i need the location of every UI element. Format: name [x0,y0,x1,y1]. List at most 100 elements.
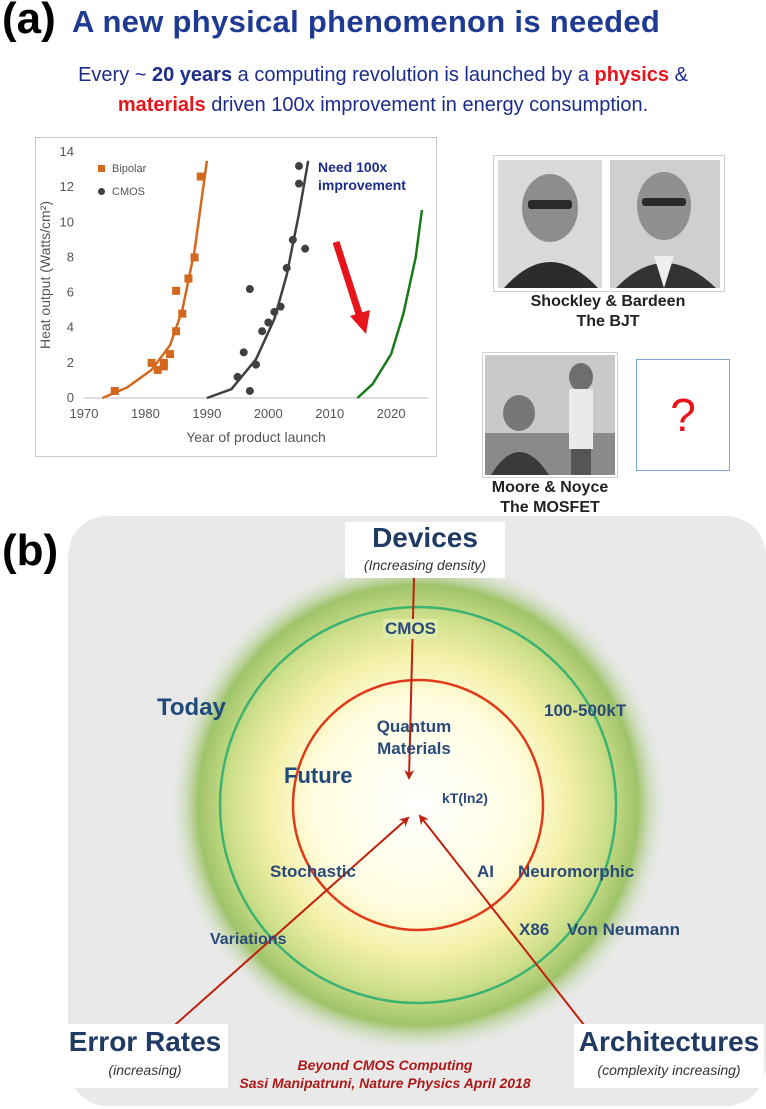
label-today: Today [157,694,226,721]
annotation-line2: improvement [318,177,406,193]
caption-mosfet-names: Moore & Noyce [491,479,609,496]
error-rates-title: Error Rates [68,1026,222,1057]
caption-mosfet: Moore & Noyce The MOSFET [470,478,630,518]
data-point-cmos [270,307,279,316]
caption-bjt: Shockley & Bardeen The BJT [493,292,723,332]
legend-marker-bipolar [98,165,105,172]
data-point-cmos [295,179,303,188]
reference-citation: Beyond CMOS Computing Sasi Manipatruni, … [190,1056,580,1092]
devices-subtitle: (Increasing density) [363,557,487,573]
data-point-bipolar [147,358,156,367]
architectures-subtitle: (complexity increasing) [597,1062,741,1078]
data-point-cmos [295,162,303,171]
data-point-bipolar [172,327,181,336]
label-x86: X86 [519,920,550,939]
subtitle-materials: materials [117,94,206,116]
y-tick-label: 14 [60,144,74,159]
error-rates-subtitle: (increasing) [108,1062,182,1078]
data-point-cmos [282,263,291,272]
photo-shockley-bardeen [498,160,720,288]
chart-canvas: 0 2 4 6 8 10 12 14 1970 1980 1990 2000 2010 2020 Year … [37,144,428,445]
label-range: 100-500kT [544,701,627,720]
y-tick-label: 2 [67,355,74,370]
future-ring [291,678,545,932]
data-point-cmos [276,302,285,311]
y-tick-label: 6 [67,285,74,300]
label-stochastic: Stochastic [270,862,356,881]
subtitle-physics: physics [594,64,670,86]
error-rates-arrow [157,816,410,1041]
devices-box [345,522,505,578]
energy-glow [168,555,668,1055]
improvement-arrow-shaft [332,240,365,322]
unknown-next-device-box: ? [636,359,730,471]
legend-label: CMOS [112,186,145,198]
devices-title: Devices [372,522,478,553]
data-point-bipolar [190,253,199,262]
data-point-bipolar [184,274,193,283]
x-tick-label: 1970 [70,406,99,421]
y-tick-label: 4 [67,320,74,335]
label-von-neumann: Von Neumann [567,920,681,939]
architectures-box [574,1024,764,1088]
caption-mosfet-device: The MOSFET [500,499,600,516]
subtitle-part4: driven 100x improvement in energy consum… [205,94,649,116]
data-point-cmos [239,348,248,357]
question-mark: ? [670,389,696,441]
error-rates-box [62,1024,228,1088]
x-tick-label: 1990 [192,406,221,421]
panel-a-subtitle: Every ~ 20 years a computing revolution … [0,60,766,120]
today-ring [218,605,618,1005]
x-tick-label: 2010 [315,406,344,421]
label-ai: AI [477,862,494,881]
subtitle-part3: & [669,64,688,86]
data-point-cmos [301,244,310,253]
subtitle-part2: a computing revolution is launched by a [232,64,595,86]
data-point-bipolar [110,386,119,395]
label-neuromorphic: Neuromorphic [518,862,635,881]
x-tick-label: 1980 [131,406,160,421]
data-point-bipolar [196,172,205,181]
data-point-cmos [288,235,297,244]
data-point-cmos [264,318,273,327]
panel-a-label: (a) [2,0,56,43]
label-variations: Variations [210,931,287,948]
label-cmos: CMOS [383,619,438,639]
x-tick-label: 2000 [254,406,283,421]
caption-bjt-names: Shockley & Bardeen [530,293,686,310]
subtitle-part1: Every ~ [78,64,152,86]
data-point-bipolar [159,358,168,367]
photo-moore-noyce [485,355,615,475]
legend-marker-cmos [98,188,105,195]
y-tick-label: 0 [67,390,74,405]
subtitle-bold-years: 20 years [152,64,233,86]
label-quantum-materials: Quantum Materials [364,716,464,760]
fit-curve-2 [356,209,424,399]
data-point-cmos [252,360,260,369]
y-tick-label: 12 [60,179,74,194]
reference-line1: Beyond CMOS Computing [297,1057,473,1073]
photo-shockley-bardeen-frame [493,155,725,292]
data-point-bipolar [153,365,162,374]
panel-b-label: (b) [2,526,59,575]
quantum-line2: Materials [377,739,451,758]
x-axis-label: Year of product launch [186,429,326,445]
data-point-cmos [245,386,254,395]
x-tick-label: 2020 [377,406,406,421]
photo-moore-noyce-frame [482,352,618,478]
devices-arrow [404,577,415,780]
reference-line2: Sasi Manipatruni, Nature Physics April 2… [239,1075,531,1091]
label-limit: kT(ln2) [442,790,488,806]
label-future: Future [284,763,353,788]
quantum-line1: Quantum [376,717,452,736]
improvement-arrow-head [350,310,370,334]
y-tick-label: 10 [60,214,74,229]
legend-label: Bipolar [112,163,147,175]
caption-bjt-device: The BJT [576,313,640,330]
heat-output-chart: 0 2 4 6 8 10 12 14 1970 1980 1990 2000 2010 2020 Year … [35,137,437,457]
data-point-bipolar [166,350,174,359]
data-point-cmos [258,327,267,336]
annotation-line1: Need 100x [318,159,387,175]
y-tick-label: 8 [67,249,74,264]
